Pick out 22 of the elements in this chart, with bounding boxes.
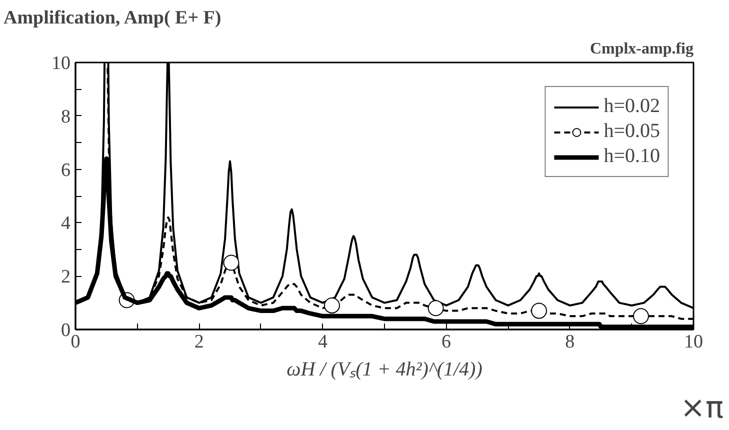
y-tick-label: 10 bbox=[52, 53, 70, 74]
point bbox=[428, 300, 444, 316]
point bbox=[324, 297, 340, 314]
point bbox=[632, 308, 649, 324]
x-tick-label: 4 bbox=[318, 332, 328, 352]
x-tick-label: 8 bbox=[565, 332, 575, 352]
x-tick-label: 10 bbox=[684, 332, 703, 352]
point bbox=[223, 254, 240, 271]
legend-label: h=0.02 bbox=[604, 95, 660, 118]
legend-label: h=0.05 bbox=[604, 120, 660, 143]
x-axis-title: ωH / (Vₛ(1 + 4h²)^(1/4)) bbox=[286, 358, 483, 380]
y-tick-label: 6 bbox=[61, 160, 70, 181]
text: ×π bbox=[680, 390, 724, 426]
x-tick-label: 2 bbox=[194, 332, 204, 352]
x-tick-label: 6 bbox=[442, 332, 452, 352]
legend-label: h=0.10 bbox=[604, 145, 660, 168]
text: Cmplx-amp.fig bbox=[590, 40, 694, 58]
point bbox=[531, 302, 547, 319]
y-tick-label: 8 bbox=[61, 106, 70, 128]
y-tick-label: 2 bbox=[61, 266, 70, 288]
y-axis-title: Amplification, Amp( E+ F) bbox=[4, 8, 222, 28]
y-tick-label: 4 bbox=[61, 213, 71, 234]
